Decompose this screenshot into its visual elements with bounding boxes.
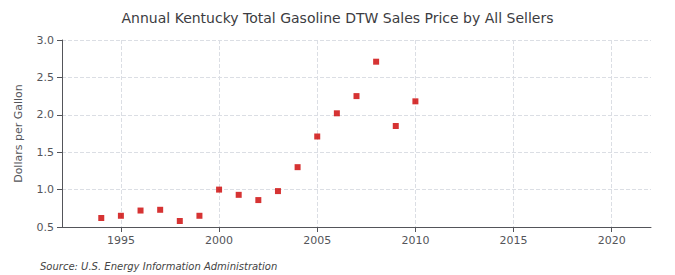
svg-text:2005: 2005 (303, 234, 331, 247)
svg-text:2.0: 2.0 (37, 108, 55, 121)
svg-text:Annual Kentucky Total Gasoline: Annual Kentucky Total Gasoline DTW Sales… (122, 10, 554, 26)
svg-text:0.5: 0.5 (37, 221, 55, 234)
svg-text:2020: 2020 (598, 234, 626, 247)
svg-text:1.5: 1.5 (37, 146, 55, 159)
svg-text:2015: 2015 (500, 234, 528, 247)
svg-text:1.0: 1.0 (37, 183, 55, 196)
svg-text:Dollars per Gallon: Dollars per Gallon (12, 84, 25, 183)
svg-text:2.5: 2.5 (37, 71, 55, 84)
svg-text:1995: 1995 (107, 234, 135, 247)
svg-text:3.0: 3.0 (37, 34, 55, 47)
svg-text:2000: 2000 (205, 234, 233, 247)
svg-text:Source: U.S. Energy Informatio: Source: U.S. Energy Information Administ… (40, 261, 277, 272)
svg-text:2010: 2010 (401, 234, 429, 247)
